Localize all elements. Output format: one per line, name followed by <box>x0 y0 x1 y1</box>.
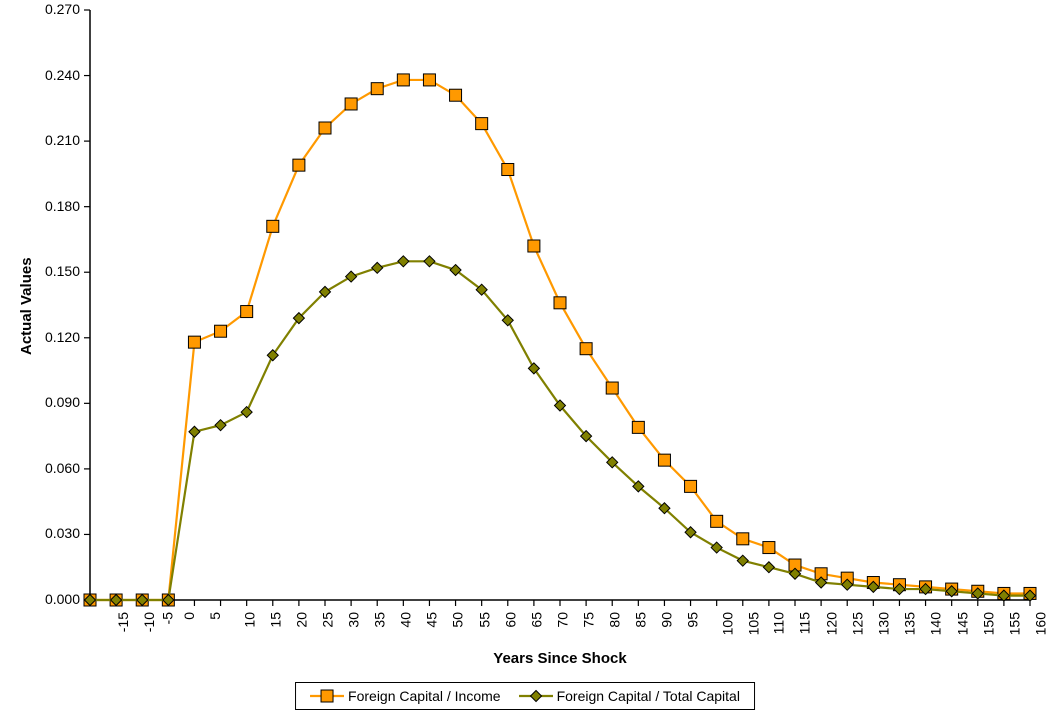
x-tick-label: 115 <box>796 612 812 634</box>
legend-swatch <box>519 687 553 705</box>
series-0-marker <box>606 382 618 394</box>
x-tick-label: 70 <box>554 612 570 628</box>
legend-label: Foreign Capital / Total Capital <box>557 688 740 704</box>
series-0-marker <box>241 306 253 318</box>
series-1-marker <box>189 426 200 437</box>
legend-swatch <box>310 687 344 705</box>
series-0-marker <box>293 159 305 171</box>
x-tick-label: 90 <box>659 612 675 628</box>
series-0-marker <box>450 89 462 101</box>
x-tick-label: 80 <box>607 612 623 628</box>
chart-legend: Foreign Capital / Income Foreign Capital … <box>295 682 755 710</box>
series-0-marker <box>528 240 540 252</box>
series-1-marker <box>241 407 252 418</box>
x-tick-label: 65 <box>528 612 544 628</box>
x-tick-label: 50 <box>450 612 466 628</box>
series-0-marker <box>737 533 749 545</box>
series-1-marker <box>737 555 748 566</box>
y-tick-label: 0.090 <box>25 394 80 410</box>
x-tick-label: 75 <box>581 612 597 628</box>
series-0-marker <box>711 515 723 527</box>
x-tick-label: 95 <box>685 612 701 628</box>
series-1-marker <box>424 256 435 267</box>
x-tick-label: 5 <box>207 612 223 620</box>
x-tick-label: 60 <box>502 612 518 628</box>
x-tick-label: 140 <box>928 612 944 635</box>
y-tick-label: 0.030 <box>25 525 80 541</box>
series-0-marker <box>502 164 514 176</box>
series-0-marker <box>476 118 488 130</box>
legend-item: Foreign Capital / Income <box>310 687 501 705</box>
series-0-marker <box>632 421 644 433</box>
y-tick-label: 0.120 <box>25 329 80 345</box>
x-tick-label: 45 <box>424 612 440 628</box>
x-tick-label: 0 <box>181 612 197 620</box>
y-tick-label: 0.270 <box>25 1 80 17</box>
legend-label: Foreign Capital / Income <box>348 688 501 704</box>
x-tick-label: 105 <box>745 612 761 635</box>
y-tick-label: 0.150 <box>25 263 80 279</box>
x-tick-label: 100 <box>719 612 735 635</box>
series-0-marker <box>267 220 279 232</box>
y-tick-label: 0.060 <box>25 460 80 476</box>
y-tick-label: 0.240 <box>25 67 80 83</box>
y-tick-label: 0.180 <box>25 198 80 214</box>
x-tick-label: 35 <box>372 612 388 628</box>
x-tick-label: 150 <box>980 612 996 635</box>
y-tick-label: 0.210 <box>25 132 80 148</box>
series-0-marker <box>423 74 435 86</box>
x-tick-label: 155 <box>1006 612 1022 635</box>
series-0-marker <box>554 297 566 309</box>
chart-container: Actual Values Years Since Shock 0.0000.0… <box>0 0 1050 719</box>
x-tick-label: -5 <box>160 612 176 624</box>
series-0-marker <box>763 542 775 554</box>
series-1-marker <box>346 271 357 282</box>
x-tick-label: 10 <box>241 612 257 628</box>
series-0-marker <box>371 83 383 95</box>
x-tick-label: -15 <box>115 612 131 632</box>
x-tick-label: 125 <box>849 612 865 635</box>
legend-item: Foreign Capital / Total Capital <box>519 687 740 705</box>
series-0-marker <box>188 336 200 348</box>
series-1-marker <box>372 262 383 273</box>
x-tick-label: 110 <box>770 612 786 634</box>
y-tick-label: 0.000 <box>25 591 80 607</box>
series-1-marker <box>215 420 226 431</box>
x-tick-label: 135 <box>902 612 918 635</box>
series-0-marker <box>658 454 670 466</box>
x-tick-label: 55 <box>476 612 492 628</box>
series-1-marker <box>763 562 774 573</box>
series-0-marker <box>685 480 697 492</box>
series-0-marker <box>319 122 331 134</box>
x-tick-label: 40 <box>398 612 414 628</box>
x-tick-label: 160 <box>1032 612 1048 635</box>
x-tick-label: 25 <box>319 612 335 628</box>
series-1-marker <box>398 256 409 267</box>
x-tick-label: -10 <box>141 612 157 632</box>
series-0-marker <box>580 343 592 355</box>
x-tick-label: 20 <box>293 612 309 628</box>
chart-plot <box>0 0 1050 719</box>
x-tick-label: 30 <box>346 612 362 628</box>
series-1-marker <box>711 542 722 553</box>
x-tick-label: 120 <box>823 612 839 635</box>
x-tick-label: 85 <box>633 612 649 628</box>
x-tick-label: 145 <box>954 612 970 635</box>
x-tick-label: 130 <box>876 612 892 635</box>
series-0-marker <box>345 98 357 110</box>
series-0-marker <box>215 325 227 337</box>
series-0-marker <box>397 74 409 86</box>
x-tick-label: 15 <box>267 612 283 628</box>
